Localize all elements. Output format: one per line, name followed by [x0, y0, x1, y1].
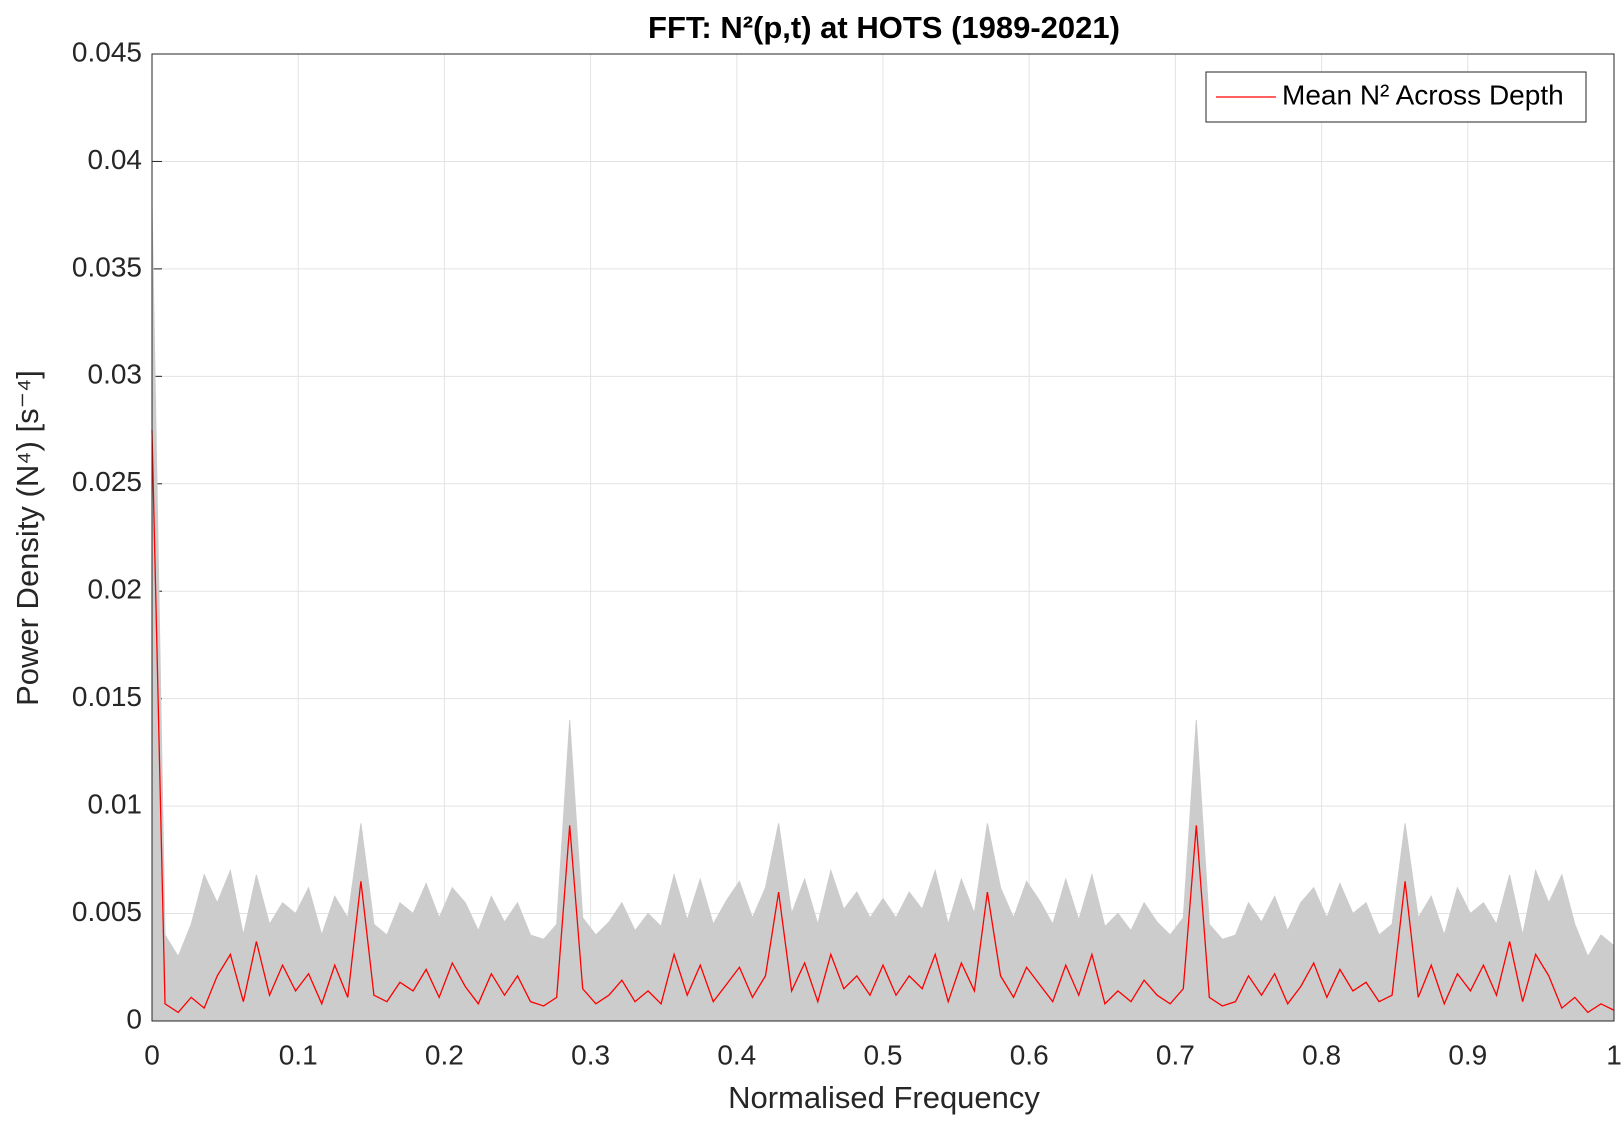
axes-box — [151, 53, 1615, 1022]
chart-title: FFT: N²(p,t) at HOTS (1989-2021) — [648, 10, 1120, 45]
y-tick-label: 0 — [126, 1003, 142, 1034]
y-tick-label: 0.02 — [88, 574, 143, 605]
depth-spectra-area — [151, 204, 1615, 1022]
x-tick-label: 0.4 — [717, 1039, 756, 1070]
y-tick-label: 0.025 — [72, 466, 142, 497]
legend-label: Mean N² Across Depth — [1282, 79, 1564, 110]
x-axis-label: Normalised Frequency — [728, 1080, 1040, 1115]
y-tick-label: 0.005 — [72, 896, 142, 927]
y-tick-label: 0.035 — [72, 251, 142, 282]
y-tick-label: 0.015 — [72, 681, 142, 712]
x-tick-label: 0.9 — [1448, 1039, 1487, 1070]
line — [151, 430, 1615, 1014]
y-tick-label: 0.045 — [72, 36, 142, 67]
x-tick-label: 0.8 — [1302, 1039, 1341, 1070]
x-tick-label: 0.6 — [1010, 1039, 1049, 1070]
x-tick-label: 0.1 — [279, 1039, 318, 1070]
y-axis-label: Power Density (N⁴) [s⁻⁴] — [10, 370, 45, 706]
y-tick-label: 0.03 — [88, 359, 143, 390]
x-tick-label: 0.2 — [425, 1039, 464, 1070]
x-tick-label: 0.5 — [864, 1039, 903, 1070]
x-tick-label: 0.7 — [1156, 1039, 1195, 1070]
x-tick-label: 0.3 — [571, 1039, 610, 1070]
y-tick-label: 0.01 — [88, 789, 143, 820]
x-tick-label: 1 — [1606, 1039, 1622, 1070]
x-tick-label: 0 — [144, 1039, 160, 1070]
y-tick-label: 0.04 — [88, 144, 143, 175]
